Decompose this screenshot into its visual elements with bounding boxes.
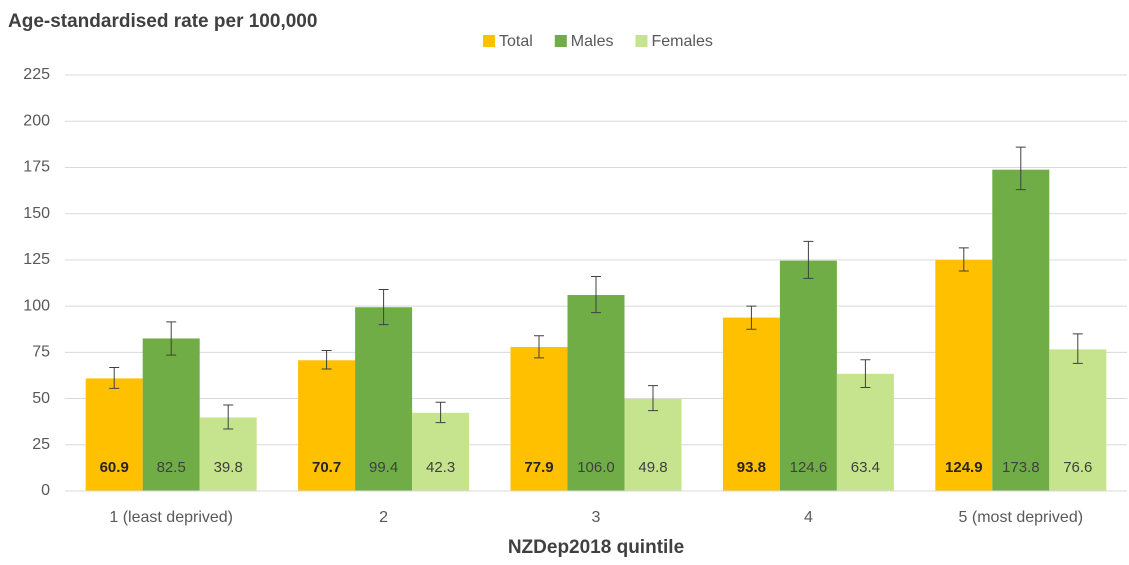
legend-swatch xyxy=(483,35,495,47)
bar xyxy=(935,260,993,491)
bar xyxy=(992,169,1050,491)
legend-swatch xyxy=(635,35,648,47)
x-tick-label: 4 xyxy=(804,509,813,526)
y-tick-label: 25 xyxy=(32,436,50,453)
value-label: 49.8 xyxy=(638,459,667,476)
legend-label: Females xyxy=(651,33,712,50)
y-tick-label: 125 xyxy=(23,251,50,268)
error-bar xyxy=(534,335,544,359)
value-label: 106.0 xyxy=(577,459,615,476)
x-axis-title: NZDep2018 quintile xyxy=(508,537,684,558)
legend-label: Males xyxy=(571,33,614,50)
value-label: 124.6 xyxy=(790,459,828,476)
y-tick-label: 200 xyxy=(23,112,50,129)
error-bar xyxy=(648,385,658,412)
value-label: 93.8 xyxy=(737,459,766,476)
value-label: 82.5 xyxy=(157,459,186,476)
error-bar xyxy=(860,359,871,388)
error-bar xyxy=(591,276,601,314)
x-tick-label: 2 xyxy=(379,509,388,526)
error-bar xyxy=(223,404,234,430)
bar xyxy=(722,317,780,491)
error-bar xyxy=(803,240,814,279)
value-label: 60.9 xyxy=(100,459,129,476)
bar xyxy=(567,295,625,491)
x-tick-label: 3 xyxy=(592,509,601,526)
error-bar xyxy=(746,305,757,330)
y-tick-label: 225 xyxy=(23,66,50,83)
value-label: 124.9 xyxy=(945,459,983,476)
bar xyxy=(412,412,470,491)
y-tick-label: 100 xyxy=(23,297,50,314)
value-label: 39.8 xyxy=(214,459,243,476)
bar xyxy=(836,373,894,491)
bar xyxy=(85,378,143,491)
x-tick-label: 5 (most deprived) xyxy=(959,509,1084,526)
error-bar xyxy=(166,321,177,356)
legend-swatch xyxy=(554,35,567,47)
value-label: 70.7 xyxy=(312,459,341,476)
x-tick-label: 1 (least deprived) xyxy=(109,509,233,526)
bar xyxy=(510,346,568,491)
error-bar xyxy=(378,288,389,326)
error-bar xyxy=(109,366,120,389)
y-tick-label: 50 xyxy=(32,390,50,407)
y-tick-label: 75 xyxy=(32,344,50,361)
error-bar xyxy=(435,401,446,424)
bar xyxy=(624,398,682,491)
error-bar xyxy=(1015,146,1026,191)
y-tick-label: 150 xyxy=(23,205,50,222)
bar xyxy=(355,307,413,491)
value-label: 173.8 xyxy=(1002,459,1040,476)
bar xyxy=(1049,349,1107,491)
error-bar xyxy=(1072,333,1083,364)
y-tick-label: 175 xyxy=(23,159,50,176)
y-tick-label: 0 xyxy=(41,482,50,499)
value-label: 77.9 xyxy=(524,459,553,476)
value-label: 42.3 xyxy=(426,459,455,476)
error-bar xyxy=(958,247,969,272)
bar xyxy=(779,260,837,491)
bar xyxy=(142,338,200,491)
bar xyxy=(199,417,257,491)
value-label: 63.4 xyxy=(851,459,880,476)
value-label: 99.4 xyxy=(369,459,398,476)
error-bar xyxy=(321,349,332,370)
bar xyxy=(298,360,356,491)
chart-title: Age-standardised rate per 100,000 xyxy=(8,11,317,32)
legend-label: Total xyxy=(499,33,533,50)
value-label: 76.6 xyxy=(1063,459,1092,476)
